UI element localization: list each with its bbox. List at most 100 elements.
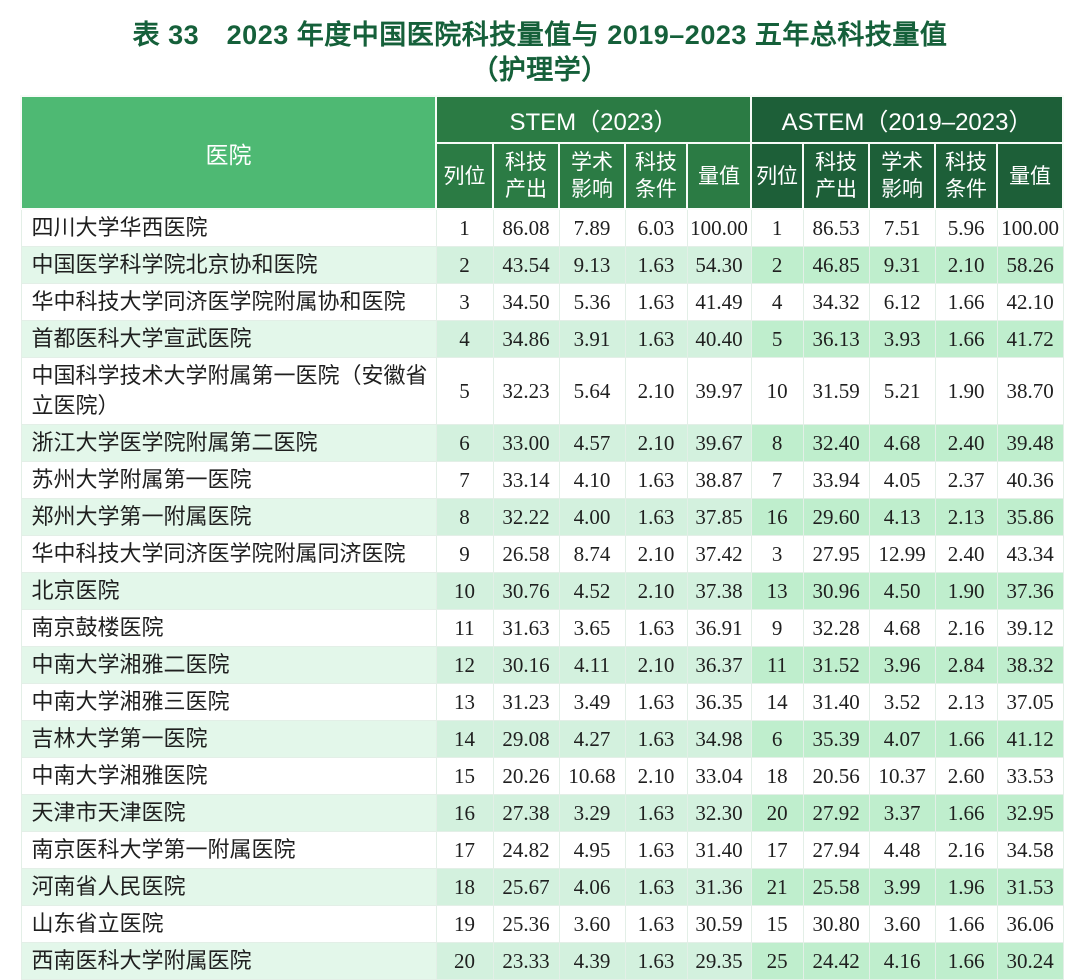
stem-value: 40.40: [686, 320, 752, 358]
stem-condition: 2.10: [624, 535, 688, 573]
hospital-name: 天津市天津医院: [20, 794, 437, 832]
astem-impact: 5.21: [868, 357, 936, 425]
astem-rank: 15: [750, 905, 804, 943]
stem-output: 23.33: [492, 942, 560, 980]
hospital-name: 南京医科大学第一附属医院: [20, 831, 437, 869]
astem-output: 36.13: [802, 320, 870, 358]
astem-value: 34.58: [996, 831, 1064, 869]
hospital-name: 郑州大学第一附属医院: [20, 498, 437, 536]
stem-subheader-condition: 科技 条件: [624, 142, 688, 210]
astem-condition: 1.90: [934, 357, 998, 425]
astem-rank: 25: [750, 942, 804, 980]
astem-value: 38.70: [996, 357, 1064, 425]
table-title-line2: （护理学）: [471, 55, 609, 85]
astem-rank: 6: [750, 720, 804, 758]
astem-condition: 1.90: [934, 572, 998, 610]
astem-rank: 2: [750, 246, 804, 284]
stem-output: 34.50: [492, 283, 560, 321]
stem-value: 34.98: [686, 720, 752, 758]
stem-condition: 1.63: [624, 320, 688, 358]
hospital-name: 西南医科大学附属医院: [20, 942, 437, 980]
stem-rank: 7: [435, 461, 494, 499]
astem-condition: 2.40: [934, 424, 998, 462]
astem-impact: 3.96: [868, 646, 936, 684]
astem-impact: 9.31: [868, 246, 936, 284]
stem-output: 25.67: [492, 868, 560, 906]
stem-value: 29.35: [686, 942, 752, 980]
stem-value: 31.36: [686, 868, 752, 906]
stem-impact: 4.06: [558, 868, 626, 906]
table-row: 华中科技大学同济医学院附属协和医院 3 34.50 5.36 1.63 41.49 4 34.…: [20, 283, 1064, 321]
stem-impact: 4.39: [558, 942, 626, 980]
hospital-column-header: 医院: [20, 95, 437, 210]
astem-output: 32.28: [802, 609, 870, 647]
stem-condition: 1.63: [624, 246, 688, 284]
stem-output: 30.76: [492, 572, 560, 610]
hospital-name: 河南省人民医院: [20, 868, 437, 906]
astem-value: 30.24: [996, 942, 1064, 980]
astem-impact: 6.12: [868, 283, 936, 321]
stem-value: 33.04: [686, 757, 752, 795]
table-row: 中南大学湘雅三医院 13 31.23 3.49 1.63 36.35 14 31.40 3.52…: [20, 683, 1064, 721]
astem-output: 35.39: [802, 720, 870, 758]
stem-subheader-output: 科技 产出: [492, 142, 560, 210]
stem-impact: 3.91: [558, 320, 626, 358]
astem-condition: 1.96: [934, 868, 998, 906]
astem-rank: 9: [750, 609, 804, 647]
stem-group-header: STEM（2023）: [434, 95, 753, 144]
astem-condition: 5.96: [934, 208, 998, 247]
stem-value: 39.67: [686, 424, 752, 462]
hospital-name: 苏州大学附属第一医院: [20, 461, 437, 499]
astem-rank: 13: [750, 572, 804, 610]
astem-value: 33.53: [996, 757, 1064, 795]
table-title-line1: 表 33 2023 年度中国医院科技量值与 2019–2023 五年总科技量值: [132, 20, 948, 50]
table-title: 表 33 2023 年度中国医院科技量值与 2019–2023 五年总科技量值 …: [0, 0, 1080, 88]
stem-rank: 9: [435, 535, 494, 573]
astem-condition: 2.10: [934, 246, 998, 284]
astem-condition: 1.66: [934, 320, 998, 358]
stem-rank: 10: [435, 572, 494, 610]
table-row: 四川大学华西医院 1 86.08 7.89 6.03 100.00 1 86.53 7.51 5.…: [20, 208, 1064, 247]
astem-value: 32.95: [996, 794, 1064, 832]
astem-condition: 2.40: [934, 535, 998, 573]
stem-output: 32.22: [492, 498, 560, 536]
stem-impact: 10.68: [558, 757, 626, 795]
astem-value: 43.34: [996, 535, 1064, 573]
astem-condition: 2.13: [934, 683, 998, 721]
stem-rank: 2: [435, 246, 494, 284]
astem-subheader-condition: 科技 条件: [934, 142, 999, 210]
astem-condition: 1.66: [934, 283, 998, 321]
hospital-name: 吉林大学第一医院: [20, 720, 437, 758]
astem-output: 24.42: [802, 942, 870, 980]
stem-impact: 5.64: [558, 357, 626, 425]
stem-impact: 9.13: [558, 246, 626, 284]
stem-condition: 1.63: [624, 868, 688, 906]
stem-output: 33.00: [492, 424, 560, 462]
stem-value: 38.87: [686, 461, 752, 499]
stem-condition: 1.63: [624, 831, 688, 869]
astem-value: 41.12: [996, 720, 1064, 758]
table-row: 南京鼓楼医院 11 31.63 3.65 1.63 36.91 9 32.28 4.68 2.16…: [20, 609, 1064, 647]
stem-rank: 12: [435, 646, 494, 684]
stem-rank: 18: [435, 868, 494, 906]
stem-impact: 3.60: [558, 905, 626, 943]
astem-rank: 16: [750, 498, 804, 536]
stem-impact: 3.49: [558, 683, 626, 721]
hospital-name: 浙江大学医学院附属第二医院: [20, 424, 437, 462]
table-row: 中国科学技术大学附属第一医院（安徽省立医院） 5 32.23 5.64 2.10 39.9…: [20, 357, 1064, 425]
astem-value: 39.48: [996, 424, 1064, 462]
stem-condition: 1.63: [624, 609, 688, 647]
astem-rank: 21: [750, 868, 804, 906]
astem-condition: 2.37: [934, 461, 998, 499]
stem-condition: 1.63: [624, 720, 688, 758]
stem-value: 41.49: [686, 283, 752, 321]
astem-value: 40.36: [996, 461, 1064, 499]
stem-output: 25.36: [492, 905, 560, 943]
astem-output: 30.80: [802, 905, 870, 943]
stem-condition: 2.10: [624, 424, 688, 462]
astem-output: 31.59: [802, 357, 870, 425]
table-row: 中国医学科学院北京协和医院 2 43.54 9.13 1.63 54.30 2 46.85 9.…: [20, 246, 1064, 284]
astem-rank: 20: [750, 794, 804, 832]
astem-value: 100.00: [996, 208, 1064, 247]
astem-impact: 4.68: [868, 424, 936, 462]
